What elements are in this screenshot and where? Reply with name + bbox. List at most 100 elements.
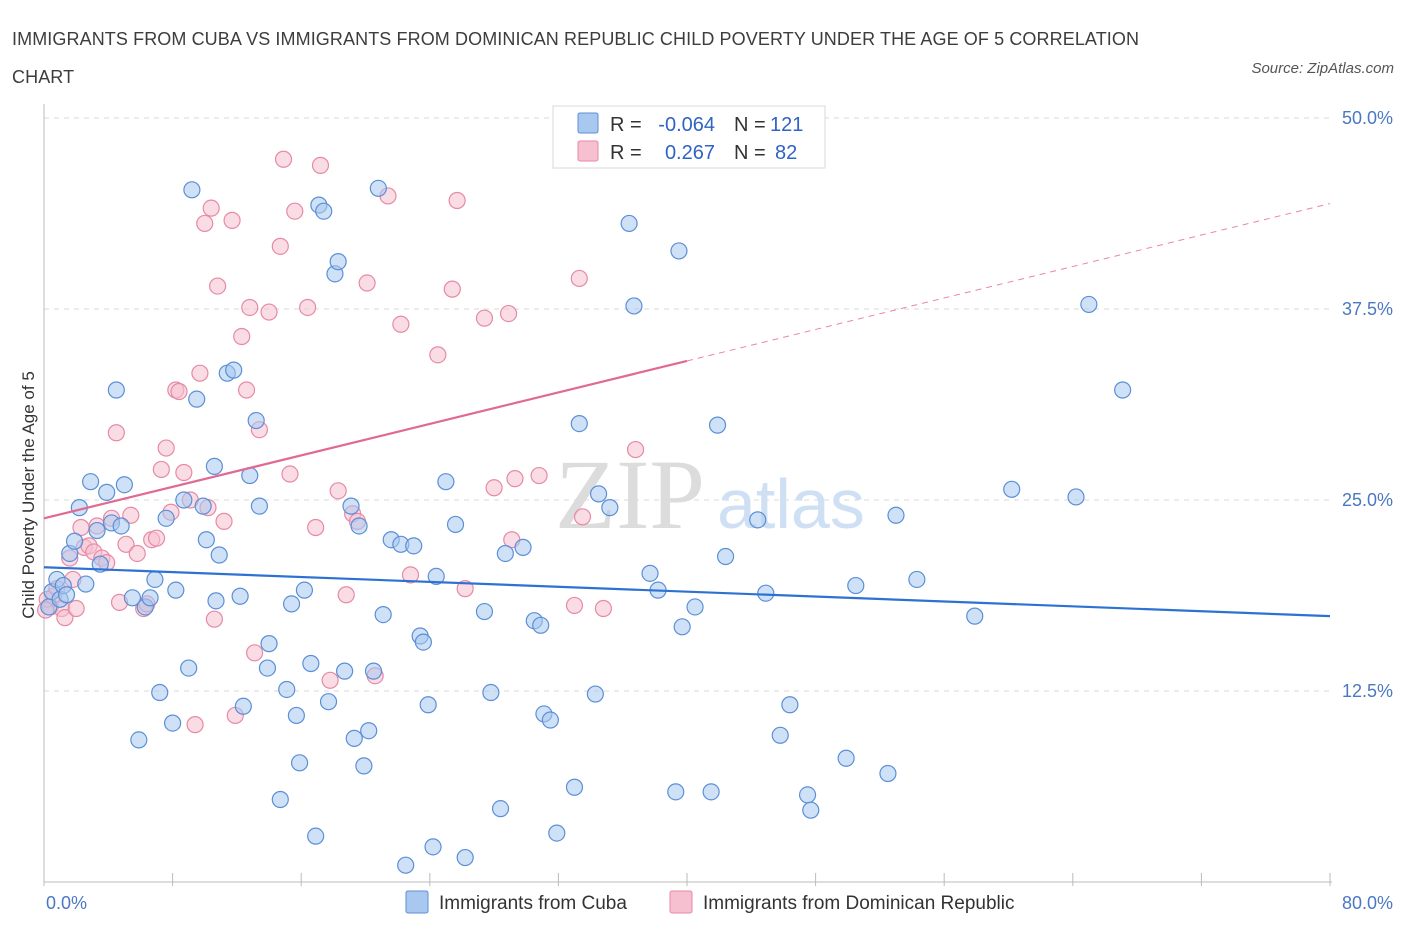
cuba-point-116	[966, 607, 984, 625]
cuba-point-55	[319, 693, 338, 711]
cuba-point-49	[290, 754, 309, 772]
dr-point-34	[196, 214, 214, 233]
cuba-point-120	[1114, 381, 1132, 399]
cuba-point-52	[307, 827, 325, 845]
cuba-point-66	[374, 605, 392, 624]
series-dominican-republic	[37, 150, 645, 734]
cuba-point-61	[350, 517, 368, 535]
cuba-point-88	[548, 824, 566, 842]
cuba-point-48	[287, 706, 305, 725]
dr-point-47	[260, 303, 278, 321]
cuba-point-64	[364, 662, 383, 680]
cuba-point-75	[427, 567, 445, 586]
cuba-point-93	[601, 499, 619, 517]
cuba-trend-line	[43, 566, 1331, 618]
cuba-point-33	[205, 457, 223, 475]
cuba-point-7	[65, 532, 84, 550]
tick-labels: 12.5% 25.0% 37.5% 50.0% 0.0% 80.0%	[46, 108, 1393, 913]
cuba-point-9	[77, 575, 95, 593]
cuba-point-92	[589, 485, 608, 503]
cuba-point-100	[673, 618, 691, 636]
cuba-point-15	[107, 381, 125, 399]
cuba-point-17	[115, 476, 133, 494]
cuba-point-26	[167, 581, 185, 599]
watermark-zip: ZIP	[555, 439, 705, 550]
cuba-point-46	[278, 680, 296, 699]
cuba-point-22	[146, 570, 164, 589]
cuba-point-112	[847, 576, 865, 595]
dr-trend-line-extension	[686, 203, 1331, 362]
dr-point-33	[191, 364, 209, 382]
cuba-point-34	[210, 546, 228, 564]
cuba-point-83	[514, 538, 532, 556]
cuba-point-81	[491, 800, 510, 818]
legend-n-label-dr: N =	[734, 142, 766, 164]
cuba-point-103	[708, 416, 727, 434]
dr-point-43	[237, 381, 256, 399]
cuba-point-57	[329, 253, 347, 271]
dr-point-32	[186, 716, 204, 734]
cuba-point-30	[188, 390, 206, 408]
dr-point-57	[337, 586, 355, 604]
dr-point-45	[245, 644, 264, 662]
cuba-point-28	[180, 659, 198, 677]
cuba-point-31	[194, 497, 212, 515]
cuba-point-82	[496, 544, 514, 563]
cuba-point-85	[532, 616, 550, 634]
cuba-point-25	[164, 714, 182, 732]
dr-point-37	[205, 610, 223, 628]
dr-point-54	[311, 156, 330, 174]
dr-point-79	[626, 440, 645, 459]
cuba-point-62	[355, 757, 373, 775]
correlation-legend: R = -0.064 N = 121 R = 0.267 N = 82	[552, 105, 826, 169]
cuba-point-65	[369, 179, 387, 197]
cuba-point-32	[197, 531, 215, 549]
dr-point-36	[202, 199, 220, 217]
x-tick-label-1: 80.0%	[1342, 893, 1393, 913]
dr-point-70	[485, 479, 503, 497]
dr-trend-line	[43, 359, 688, 520]
cuba-point-29	[183, 181, 201, 199]
series-legend: Immigrants from Cuba Immigrants from Dom…	[405, 890, 1015, 914]
cuba-point-118	[1067, 488, 1085, 506]
cuba-point-18	[123, 589, 142, 607]
dr-point-20	[128, 544, 146, 563]
cuba-point-72	[414, 633, 432, 651]
dr-point-24	[147, 529, 166, 547]
cuba-point-16	[112, 517, 130, 535]
series-cuba	[40, 179, 1132, 874]
cuba-point-91	[586, 685, 604, 703]
bottom-legend-label-cuba: Immigrants from Cuba	[439, 893, 627, 914]
cuba-point-10	[82, 473, 100, 491]
cuba-point-44	[260, 635, 278, 653]
dr-point-55	[321, 671, 339, 689]
y-tick-label-2: 37.5%	[1342, 299, 1393, 319]
cuba-point-98	[667, 783, 685, 801]
cuba-point-76	[437, 473, 455, 491]
dr-point-51	[286, 202, 304, 220]
dr-point-53	[307, 518, 325, 537]
legend-swatch-cuba	[577, 112, 599, 134]
cuba-point-5	[57, 586, 76, 604]
cuba-point-89	[565, 778, 584, 796]
dr-point-74	[530, 466, 548, 485]
dr-point-56	[329, 482, 347, 500]
cuba-point-11	[88, 521, 106, 540]
cuba-point-78	[456, 848, 474, 867]
cuba-point-47	[282, 595, 301, 613]
cuba-point-41	[247, 411, 265, 430]
dr-point-68	[456, 580, 474, 598]
cuba-point-80	[482, 683, 500, 702]
dr-point-65	[429, 346, 447, 364]
cuba-point-96	[641, 564, 659, 582]
cuba-point-50	[295, 581, 314, 599]
dr-point-69	[475, 309, 494, 327]
dr-point-4	[56, 609, 74, 627]
cuba-point-104	[716, 547, 735, 566]
x-tick-label-0: 0.0%	[46, 893, 87, 913]
dr-point-29	[170, 382, 188, 401]
dr-point-7	[67, 599, 85, 618]
cuba-point-35	[207, 592, 225, 610]
legend-n-label-cuba: N =	[734, 114, 766, 136]
